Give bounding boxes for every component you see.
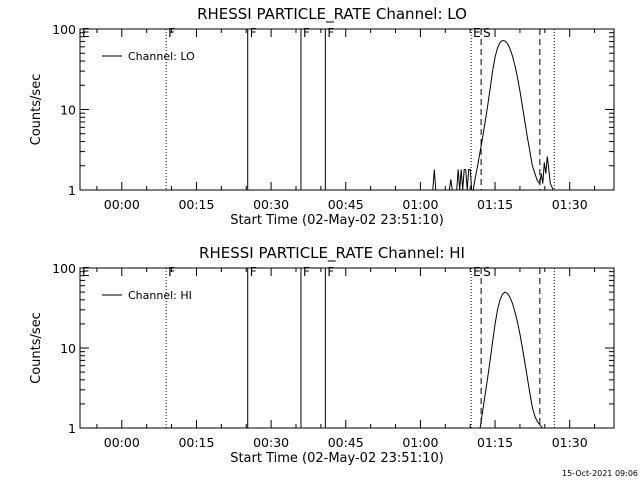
flag-label: S bbox=[483, 265, 491, 279]
series-line bbox=[479, 291, 543, 429]
legend-label: Channel: HI bbox=[128, 289, 192, 302]
x-tick-label: 00:30 bbox=[253, 435, 289, 450]
x-tick-label: 01:00 bbox=[402, 197, 438, 212]
chart-panel: RHESSI PARTICLE_RATE Channel: LO 1 10 100 00… bbox=[29, 5, 615, 228]
flag-label: F bbox=[303, 26, 310, 40]
flag-label: F bbox=[303, 265, 310, 279]
y-axis-label: Counts/sec bbox=[29, 312, 44, 384]
chart-panel: RHESSI PARTICLE_RATE Channel: HI 1 10 100 00… bbox=[29, 244, 615, 466]
x-tick-label: 00:00 bbox=[104, 435, 140, 450]
y-tick-label: 100 bbox=[52, 22, 76, 37]
x-axis-label: Start Time (02-May-02 23:51:10) bbox=[230, 451, 444, 466]
flag-label: F bbox=[250, 26, 257, 40]
flag-label: E bbox=[473, 265, 481, 279]
flag-label: F bbox=[327, 26, 334, 40]
x-tick-label: 01:30 bbox=[552, 435, 588, 450]
flag-label: F bbox=[250, 265, 257, 279]
y-axis-label: Counts/sec bbox=[29, 74, 44, 146]
flag-label: E bbox=[82, 265, 90, 279]
x-tick-label: 00:15 bbox=[178, 435, 214, 450]
flag-label: S bbox=[483, 26, 491, 40]
flag-label: E bbox=[473, 26, 481, 40]
x-tick-label: 00:15 bbox=[178, 197, 214, 212]
x-tick-label: 01:15 bbox=[477, 435, 513, 450]
flag-label: E bbox=[82, 26, 90, 40]
chart-title: RHESSI PARTICLE_RATE Channel: HI bbox=[199, 244, 465, 263]
x-axis-label: Start Time (02-May-02 23:51:10) bbox=[230, 213, 444, 228]
timestamp-label: 15-Oct-2021 09:06 bbox=[562, 469, 638, 478]
flag-label: F bbox=[168, 265, 175, 279]
y-tick-label: 10 bbox=[60, 103, 76, 118]
y-tick-label: 10 bbox=[60, 341, 76, 356]
x-tick-label: 01:15 bbox=[477, 197, 513, 212]
x-tick-label: 00:45 bbox=[328, 435, 364, 450]
flag-label: F bbox=[327, 265, 334, 279]
x-tick-label: 01:00 bbox=[402, 435, 438, 450]
flag-label: F bbox=[168, 26, 175, 40]
chart-title: RHESSI PARTICLE_RATE Channel: LO bbox=[197, 5, 467, 24]
y-tick-label: 100 bbox=[52, 261, 76, 276]
x-tick-label: 00:30 bbox=[253, 197, 289, 212]
y-tick-label: 1 bbox=[68, 183, 76, 198]
series-line bbox=[432, 39, 554, 191]
y-tick-label: 1 bbox=[68, 421, 76, 436]
x-tick-label: 00:45 bbox=[328, 197, 364, 212]
legend-label: Channel: LO bbox=[128, 50, 195, 63]
x-tick-label: 00:00 bbox=[104, 197, 140, 212]
x-tick-label: 01:30 bbox=[552, 197, 588, 212]
